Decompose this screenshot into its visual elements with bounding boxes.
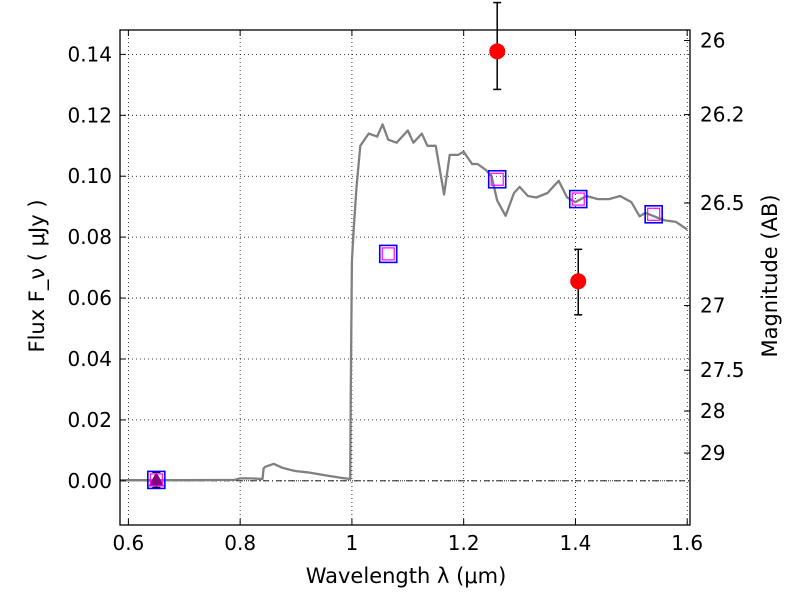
x-tick-label: 0.6: [112, 531, 144, 555]
y-axis-label: Flux F_ν ( μJy ): [25, 199, 50, 352]
axis-ticks: [120, 30, 690, 525]
error-bars-layer: [152, 1, 583, 489]
right-tick-label: 26.2: [700, 103, 745, 127]
right-tick-label: 29: [700, 441, 725, 465]
model-box: [644, 204, 663, 224]
y-tick-label: 0.06: [67, 286, 112, 310]
grid-lines: [120, 30, 690, 525]
model-box-inner: [647, 207, 661, 221]
y-tick-label: 0.08: [67, 225, 112, 249]
x-tick-labels: 0.6 0.8 1 1.2 1.4 1.6: [112, 531, 703, 555]
x-tick-label: 1.2: [448, 531, 480, 555]
y-tick-labels: 0.00 0.02 0.04 0.06 0.08 0.10 0.12 0.14: [67, 42, 112, 492]
model-box: [487, 169, 507, 189]
right-tick-label: 27.5: [700, 358, 745, 382]
right-tick-label: 27: [700, 294, 725, 318]
x-axis-label: Wavelength λ (μm): [306, 564, 507, 588]
model-box-inner: [381, 247, 395, 261]
x-tick-label: 0.8: [224, 531, 256, 555]
measured-point: [489, 43, 506, 60]
right-axis-label: Magnitude (AB): [758, 194, 782, 357]
model-box: [378, 244, 398, 264]
model-box-inner: [571, 192, 585, 206]
sed-curve-layer: [120, 123, 688, 482]
measured-point: [570, 273, 587, 290]
y-tick-label: 0.00: [67, 469, 112, 493]
right-tick-labels: 26 26.2 26.5 27 27.5 28 29: [700, 29, 745, 466]
right-tick-label: 26: [700, 29, 725, 53]
y-tick-label: 0.02: [67, 408, 112, 432]
y-tick-label: 0.10: [67, 164, 112, 188]
y-tick-label: 0.12: [67, 103, 112, 127]
x-tick-label: 1.6: [671, 531, 703, 555]
model-box: [568, 189, 588, 209]
right-tick-label: 26.5: [700, 191, 745, 215]
sed-curve: [120, 123, 688, 482]
x-tick-label: 1.4: [560, 531, 592, 555]
y-tick-label: 0.14: [67, 42, 112, 66]
right-tick-label: 28: [700, 399, 725, 423]
markers-layer: [147, 43, 663, 490]
x-tick-label: 1: [346, 531, 359, 555]
model-box-inner: [149, 473, 163, 487]
model-box-inner: [490, 172, 504, 186]
plot-frame: [119, 29, 691, 526]
model-box: [147, 470, 166, 490]
y-tick-label: 0.04: [67, 347, 112, 371]
